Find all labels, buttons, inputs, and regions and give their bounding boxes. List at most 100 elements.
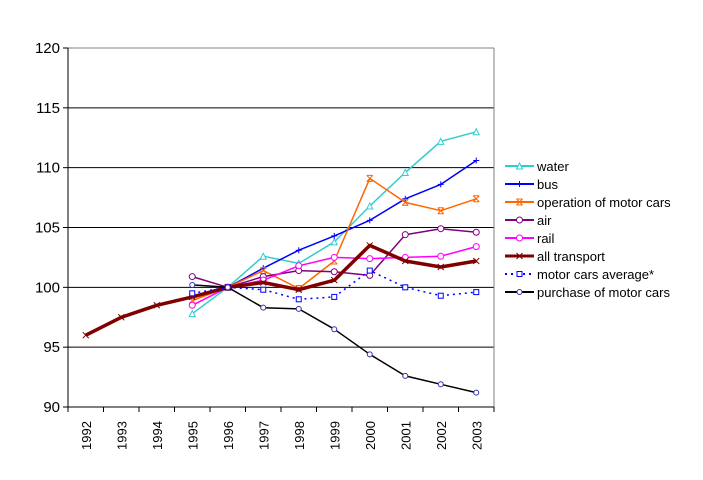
data-point — [516, 198, 523, 206]
marker-circle — [366, 351, 373, 358]
legend-item: bus — [505, 177, 558, 192]
series-water — [188, 127, 481, 318]
data-point — [259, 267, 267, 275]
marker-circle — [516, 234, 523, 242]
marker-x — [82, 331, 90, 339]
legend-label: air — [537, 213, 552, 228]
data-point — [330, 257, 338, 265]
data-point — [295, 286, 303, 294]
data-point — [188, 309, 197, 318]
data-point — [436, 137, 445, 145]
y-tick-label: 95 — [43, 339, 60, 356]
data-point — [472, 243, 480, 251]
marker-circle — [330, 268, 338, 276]
marker-circle — [437, 381, 444, 388]
data-point — [516, 252, 523, 260]
data-point — [437, 225, 445, 233]
x-tick-label: 1995 — [185, 421, 200, 450]
x-tick-label: 1994 — [150, 421, 165, 450]
data-point — [330, 268, 338, 276]
data-point — [401, 231, 409, 239]
marker-x — [437, 263, 445, 271]
data-point — [473, 289, 480, 296]
marker-plus — [437, 181, 444, 188]
marker-circle — [330, 253, 338, 261]
marker-square — [366, 267, 373, 274]
data-point — [82, 331, 90, 339]
data-point — [401, 168, 410, 176]
marker-circle — [437, 252, 445, 260]
data-point — [330, 276, 338, 284]
marker-triangle — [259, 252, 268, 260]
data-point — [366, 217, 373, 224]
data-point — [295, 305, 302, 312]
marker-x — [259, 279, 267, 286]
data-point — [472, 195, 480, 203]
data-point — [366, 174, 374, 182]
data-point — [331, 293, 338, 300]
x-tick-label: 1996 — [221, 421, 236, 450]
y-tick-label: 100 — [35, 279, 60, 296]
marker-circle — [260, 304, 267, 311]
marker-circle — [401, 231, 409, 239]
marker-circle — [437, 225, 445, 233]
marker-x — [295, 286, 303, 294]
marker-circle — [188, 273, 196, 281]
data-point — [515, 161, 524, 170]
data-point — [516, 289, 523, 295]
legend-label: purchase of motor cars — [537, 285, 670, 300]
data-point — [516, 271, 523, 277]
legend-item: operation of motor cars — [505, 195, 671, 210]
marker-circle — [366, 255, 374, 263]
gridlines — [68, 47, 494, 348]
marker-star — [437, 207, 445, 215]
data-point — [295, 247, 302, 254]
data-point — [259, 252, 268, 260]
legend-label: operation of motor cars — [537, 195, 671, 210]
x-tick-label: 1997 — [256, 421, 271, 450]
legend-item: motor cars average* — [505, 267, 654, 282]
marker-star — [259, 267, 267, 275]
data-point — [331, 232, 338, 239]
marker-plus — [402, 195, 409, 202]
marker-square — [473, 289, 480, 296]
marker-square — [260, 286, 267, 293]
x-tick-label: 2001 — [398, 421, 413, 450]
data-point — [473, 157, 480, 164]
marker-plus — [473, 157, 480, 164]
marker-circle — [516, 216, 523, 224]
marker-plus — [516, 181, 523, 187]
series-group — [82, 127, 481, 396]
data-point — [437, 292, 444, 299]
marker-triangle — [436, 137, 445, 145]
data-point — [402, 284, 409, 291]
data-point — [366, 255, 374, 263]
legend: water bus operation of motor cars air rail al… — [505, 159, 671, 300]
marker-circle — [472, 228, 480, 236]
data-point — [295, 262, 303, 270]
data-point — [472, 127, 481, 136]
data-point — [365, 201, 374, 210]
marker-circle — [188, 301, 196, 309]
data-point — [437, 263, 445, 271]
marker-x — [366, 242, 374, 249]
marker-star — [401, 198, 409, 206]
marker-x — [516, 252, 523, 260]
marker-triangle — [188, 309, 197, 318]
data-point — [437, 207, 445, 215]
data-point — [188, 301, 196, 309]
data-point — [188, 273, 196, 281]
legend-item: air — [505, 213, 552, 228]
data-point — [516, 234, 523, 242]
marker-x — [401, 257, 409, 265]
legend-label: rail — [537, 231, 554, 246]
data-point — [402, 195, 409, 202]
legend-label: bus — [537, 177, 558, 192]
marker-x — [330, 276, 338, 284]
data-point — [366, 267, 373, 274]
marker-square — [331, 293, 338, 300]
legend-item: purchase of motor cars — [505, 285, 670, 300]
marker-square — [437, 292, 444, 299]
data-point — [260, 304, 267, 311]
